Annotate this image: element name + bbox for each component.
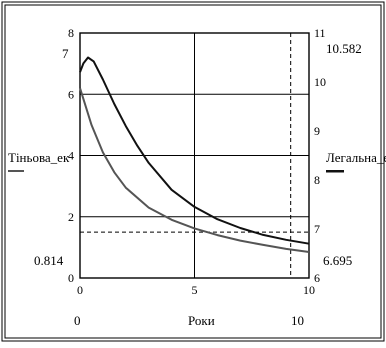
x-axis-label: Роки: [188, 313, 215, 328]
x-tick-label: 10: [303, 283, 315, 297]
y-left-tick-label: 8: [68, 26, 74, 40]
y-right-tick-label: 7: [314, 222, 320, 236]
y-left-tick-label: 0: [68, 271, 74, 285]
y-left-tick-label: 4: [68, 149, 74, 163]
y-left-tick-label: 6: [68, 87, 74, 101]
left-axis-label: Тіньова_ек: [8, 150, 70, 165]
x-min-value: 0: [74, 313, 81, 328]
y-right-tick-label: 9: [314, 124, 320, 138]
tick-labels: 0 2 4 6 8 6 7 8 9 10 11 0 5 10: [68, 26, 326, 297]
grid: [80, 33, 309, 278]
series-line-right: [79, 56, 310, 245]
right-axis-label: Легальна_ек: [326, 150, 386, 165]
series-group: [79, 56, 310, 253]
x-tick-label: 0: [77, 283, 83, 297]
y-right-tick-label: 10: [314, 75, 326, 89]
inner-border: [4, 4, 382, 339]
x-tick-label: 5: [192, 283, 198, 297]
plot-area: [79, 32, 310, 279]
x-max-value: 10: [291, 313, 304, 328]
reference-lines: [80, 33, 309, 278]
outer-border: [1, 1, 385, 342]
right-legend-swatch: [326, 170, 344, 173]
y-right-tick-label: 11: [314, 26, 326, 40]
left-legend-swatch: [8, 170, 24, 172]
series-line-left: [79, 87, 310, 253]
left-top-value: 7: [62, 46, 69, 61]
left-bottom-value: 0.814: [34, 253, 64, 268]
y-right-tick-label: 6: [314, 271, 320, 285]
right-bottom-value: 6.695: [323, 253, 352, 268]
y-left-tick-label: 2: [68, 210, 74, 224]
right-top-value: 10.582: [326, 41, 362, 56]
y-right-tick-label: 8: [314, 173, 320, 187]
